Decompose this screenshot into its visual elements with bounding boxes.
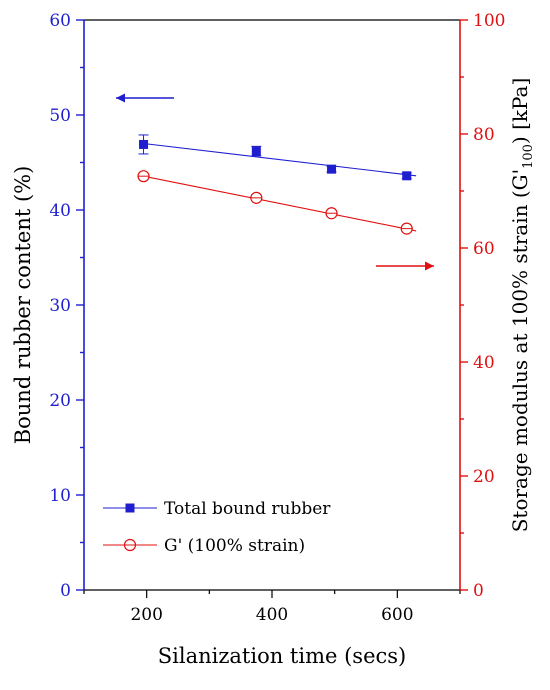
legend-square-marker — [125, 503, 135, 513]
x-tick-label: 400 — [256, 605, 288, 625]
fit-line-series-1 — [143, 175, 417, 232]
data-point-square — [402, 171, 412, 181]
fit-line-series-0 — [143, 142, 417, 177]
y-right-tick-label: 80 — [473, 125, 495, 145]
left-axis-arrow — [116, 93, 174, 103]
left-axis-arrow-head — [116, 93, 125, 103]
x-axis-title: Silanization time (secs) — [158, 644, 406, 668]
y-left-tick-label: 10 — [49, 486, 71, 506]
y-right-tick-label: 0 — [473, 581, 484, 601]
y-left-tick-label: 50 — [49, 106, 71, 126]
y-right-tick-label: 60 — [473, 239, 495, 259]
x-tick-label: 200 — [130, 605, 162, 625]
right-axis-arrow — [376, 261, 434, 271]
y-right-axis-title-main: Storage modulus at 100% strain (G' — [508, 169, 532, 532]
legend-label: G' (100% strain) — [164, 536, 305, 556]
legend-label: Total bound rubber — [164, 499, 331, 519]
y-left-tick-label: 20 — [49, 391, 71, 411]
y-left-axis-title: Bound rubber content (%) — [11, 166, 35, 445]
data-point-square — [327, 164, 337, 174]
data-point-square — [139, 139, 149, 149]
y-left-tick-label: 0 — [60, 581, 71, 601]
right-axis-arrow-head — [425, 261, 434, 271]
y-right-tick-label: 40 — [473, 353, 495, 373]
y-right-axis-title-subscript: 100 — [521, 144, 536, 169]
y-left-tick-label: 30 — [49, 296, 71, 316]
y-right-tick-label: 100 — [473, 11, 505, 31]
data-point-square — [251, 146, 261, 156]
y-left-tick-label: 60 — [49, 11, 71, 31]
y-right-axis-title: Storage modulus at 100% strain (G'100) [… — [508, 78, 536, 533]
y-right-axis-title-end: ) [kPa] — [508, 78, 532, 144]
y-left-tick-label: 40 — [49, 201, 71, 221]
y-right-tick-label: 20 — [473, 467, 495, 487]
x-tick-label: 600 — [381, 605, 413, 625]
